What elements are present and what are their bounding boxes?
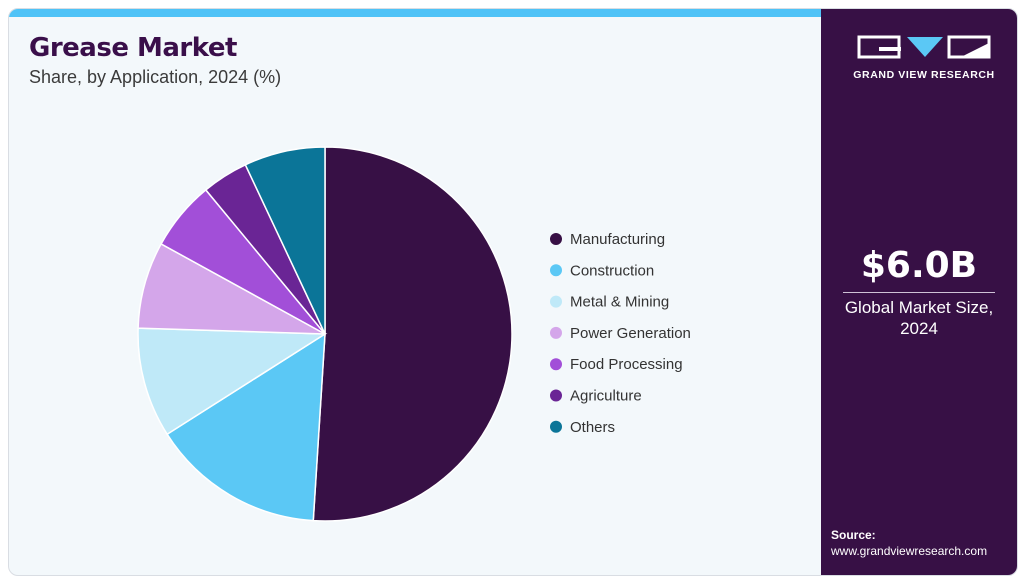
legend-label: Food Processing [570,356,683,373]
legend-marker [550,233,562,245]
legend-marker [550,264,562,277]
market-size-label: Global Market Size, 2024 [844,298,994,338]
market-size-value: $6.0B [860,245,978,286]
pie-chart: Manufacturing Construction Metal & Mining P… [137,146,691,522]
brand-name: GRAND VIEW RESEARCH [853,69,995,81]
source-link[interactable]: www.grandviewresearch.com [831,544,988,558]
legend-label: Construction [570,262,654,279]
legend-marker [550,326,562,339]
chart-title: Grease Market [29,33,237,63]
brand-logo: GRAND VIEW RESEARCH [849,33,999,81]
legend-label: Metal & Mining [570,294,669,311]
chart-card: Grease Market Share, by Application, 202… [8,8,1018,576]
legend: Manufacturing Construction Metal & Mining P… [550,231,691,436]
legend-marker [550,358,562,371]
gvr-logo-icon [857,35,991,59]
source-label: Source: [831,528,876,542]
pie-slice-metal-mining [137,327,328,436]
pie-slice-construction [166,332,326,522]
legend-label: Agriculture [570,388,642,405]
legend-label: Power Generation [570,325,691,342]
pie-slice-others [244,146,326,335]
legend-label: Others [570,419,615,436]
sidebar: GRAND VIEW RESEARCH $6.0B Global Market … [821,9,1017,575]
pie-slice-manufacturing [312,146,513,522]
divider [843,292,995,293]
legend-marker [550,420,562,433]
top-accent-bar [9,9,821,17]
legend-marker [550,389,562,402]
chart-subtitle: Share, by Application, 2024 (%) [29,67,282,87]
legend-marker [550,295,562,308]
legend-label: Manufacturing [570,231,665,248]
pie-slices [137,146,513,522]
